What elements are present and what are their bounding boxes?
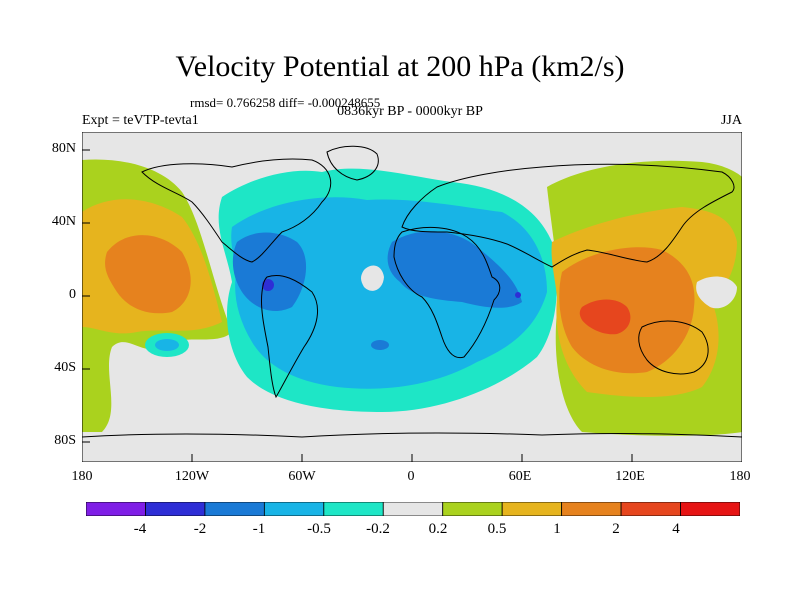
colorbar-swatch xyxy=(382,502,444,516)
colorbar-swatch xyxy=(263,502,325,516)
colorbar xyxy=(86,502,740,516)
lat-label-eq: 0 xyxy=(69,287,76,302)
eurasia-coast xyxy=(401,163,735,268)
lon-label-120e: 120E xyxy=(615,469,645,484)
antarctica-coast xyxy=(82,432,742,438)
colorbar-swatch xyxy=(442,502,503,516)
lon-label-60w: 60W xyxy=(288,469,316,484)
colorbar-swatch xyxy=(323,502,384,516)
colorbar-label: 2 xyxy=(612,521,620,537)
colorbar-swatch xyxy=(620,502,681,516)
positive-contour-region xyxy=(579,299,631,335)
colorbar-swatch xyxy=(561,502,622,516)
colorbar-label: 4 xyxy=(672,521,680,537)
experiment-label: Expt = teVTP-tevta1 xyxy=(82,113,199,128)
negative-contour-region xyxy=(262,279,274,291)
lat-label-40s: 40S xyxy=(54,360,76,375)
lon-label-180w: 180 xyxy=(71,469,93,484)
colorbar-label: 1 xyxy=(553,521,561,537)
time-period-subtitle: 0836kyr BP - 0000kyr BP xyxy=(337,104,483,119)
colorbar-label: -1 xyxy=(252,521,266,537)
north-america-coast xyxy=(141,158,332,263)
colorbar-swatch xyxy=(680,502,740,516)
lat-label-80s: 80S xyxy=(54,433,76,448)
coastlines xyxy=(82,145,742,438)
axis-ticks xyxy=(82,149,633,462)
map-title: Velocity Potential at 200 hPa (km2/s) xyxy=(175,50,625,83)
colorbar-label: -4 xyxy=(133,521,147,537)
negative-contour-region xyxy=(155,339,179,351)
colorbar-swatch xyxy=(86,502,146,516)
colorbar-label: -0.2 xyxy=(366,521,390,537)
lat-label-40n: 40N xyxy=(51,214,76,229)
colorbar-label: 0.2 xyxy=(428,521,448,537)
season-label: JJA xyxy=(720,113,742,128)
neutral-contour-region xyxy=(361,265,384,291)
colorbar-label: 0.5 xyxy=(487,521,507,537)
colorbar-label: -2 xyxy=(193,521,207,537)
colorbar-label: -0.5 xyxy=(307,521,331,537)
negative-contour-region xyxy=(371,340,389,350)
greenland-coast xyxy=(326,145,379,181)
rmsd-diff-stats: rmsd= 0.766258 diff= -0.000248655 xyxy=(190,95,381,110)
colorbar-swatch xyxy=(145,502,206,516)
colorbar-swatch xyxy=(501,502,563,516)
africa-coast xyxy=(393,227,501,359)
negative-contour-region xyxy=(515,292,521,298)
lon-label-0: 0 xyxy=(407,469,415,484)
lon-label-60e: 60E xyxy=(508,469,532,484)
negative-contour-region xyxy=(387,231,522,308)
negative-contour-region xyxy=(232,232,307,312)
south-america-coast xyxy=(261,275,319,399)
lon-label-180e: 180 xyxy=(729,469,751,484)
positive-contour-region xyxy=(105,235,191,314)
velocity-potential-map xyxy=(82,132,742,462)
lat-label-80n: 80N xyxy=(51,141,76,156)
colorbar-swatch xyxy=(204,502,265,516)
neutral-contour-region xyxy=(696,276,737,309)
australia-coast xyxy=(638,320,709,375)
lon-label-120w: 120W xyxy=(174,469,210,484)
